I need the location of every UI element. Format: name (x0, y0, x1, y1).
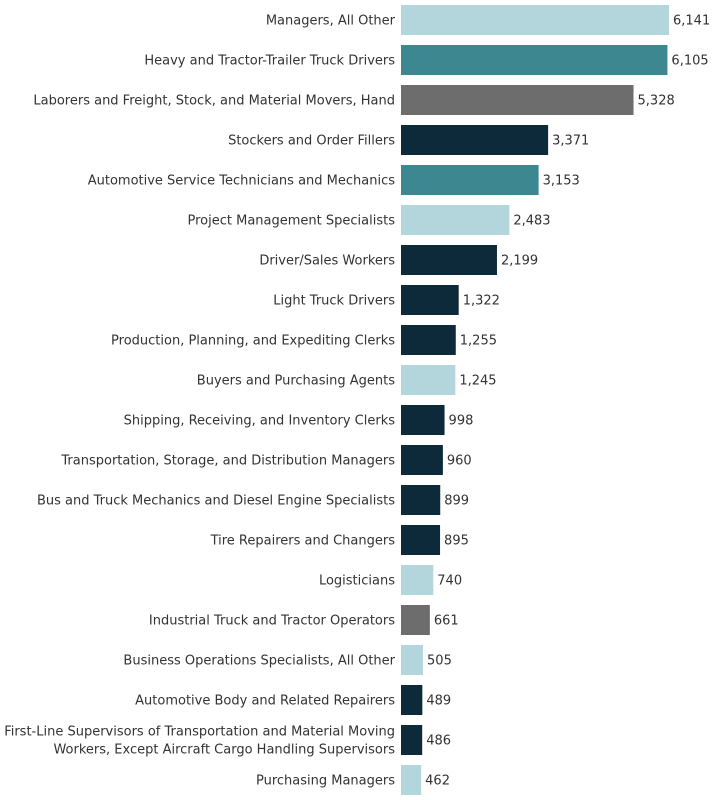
bar (401, 445, 443, 475)
value-label: 1,245 (459, 374, 496, 389)
value-label: 1,322 (463, 294, 500, 309)
value-label: 3,153 (543, 174, 580, 189)
bar-row: Purchasing Managers 462 (256, 765, 450, 795)
value-label: 998 (449, 414, 474, 429)
bar (401, 85, 634, 115)
bar-row: Logisticians 740 (319, 565, 462, 595)
category-label: Transportation, Storage, and Distributio… (60, 454, 395, 469)
category-label: Shipping, Receiving, and Inventory Clerk… (124, 414, 396, 429)
bar-row: Shipping, Receiving, and Inventory Clerk… (124, 405, 474, 435)
value-label: 6,141 (673, 14, 710, 29)
bar (401, 765, 422, 795)
bar (401, 565, 434, 595)
category-label: Automotive Service Technicians and Mecha… (88, 174, 396, 189)
value-label: 661 (434, 614, 459, 629)
category-label: Buyers and Purchasing Agents (197, 374, 395, 389)
bar (401, 685, 423, 715)
bar-row: Heavy and Tractor-Trailer Truck Drivers 6… (144, 45, 709, 75)
category-label: Heavy and Tractor-Trailer Truck Drivers (144, 54, 395, 69)
bar (401, 5, 669, 35)
bar-row: Tire Repairers and Changers 895 (210, 525, 469, 555)
bar (401, 165, 539, 195)
value-label: 5,328 (638, 94, 675, 109)
bar-row: Light Truck Drivers 1,322 (273, 285, 500, 315)
bar (401, 245, 497, 275)
bar (401, 645, 424, 675)
value-label: 1,255 (460, 334, 497, 349)
value-label: 740 (437, 574, 462, 589)
value-label: 6,105 (671, 54, 708, 69)
bar-row: Project Management Specialists 2,483 (188, 205, 551, 235)
category-label: Driver/Sales Workers (259, 254, 395, 269)
category-label: Laborers and Freight, Stock, and Materia… (33, 94, 395, 109)
bar (401, 285, 459, 315)
value-label: 895 (444, 534, 469, 549)
bar (401, 525, 441, 555)
value-label: 505 (427, 654, 452, 669)
bar (401, 605, 430, 635)
category-label: Industrial Truck and Tractor Operators (149, 614, 395, 629)
bar-row: Bus and Truck Mechanics and Diesel Engin… (37, 485, 469, 515)
bar-row: Driver/Sales Workers 2,199 (259, 245, 538, 275)
bar-row: Automotive Service Technicians and Mecha… (88, 165, 580, 195)
category-label: Project Management Specialists (188, 214, 396, 229)
category-label: Tire Repairers and Changers (210, 534, 396, 549)
bar (401, 125, 549, 155)
bar-row: Laborers and Freight, Stock, and Materia… (33, 85, 675, 115)
category-label: Business Operations Specialists, All Oth… (123, 654, 395, 669)
value-label: 489 (426, 694, 451, 709)
value-label: 486 (426, 734, 451, 749)
category-label: Managers, All Other (266, 14, 396, 29)
category-label: Logisticians (319, 574, 395, 589)
bar (401, 725, 423, 755)
bar-row: Stockers and Order Fillers 3,371 (228, 125, 589, 155)
value-label: 3,371 (552, 134, 589, 149)
bar (401, 405, 445, 435)
bar-row: Managers, All Other 6,141 (266, 5, 710, 35)
bar (401, 205, 510, 235)
bar-row: Buyers and Purchasing Agents 1,245 (197, 365, 497, 395)
category-label: Bus and Truck Mechanics and Diesel Engin… (37, 494, 395, 509)
bar-row: Production, Planning, and Expediting Cle… (111, 325, 497, 355)
category-label: Production, Planning, and Expediting Cle… (111, 334, 395, 349)
category-label: First-Line Supervisors of Transportation… (4, 725, 395, 758)
bar-row: Transportation, Storage, and Distributio… (60, 445, 472, 475)
value-label: 462 (425, 774, 450, 789)
bar (401, 325, 456, 355)
value-label: 2,199 (501, 254, 538, 269)
bar (401, 365, 456, 395)
category-label: Purchasing Managers (256, 774, 395, 789)
category-label: Automotive Body and Related Repairers (135, 694, 395, 709)
value-label: 2,483 (513, 214, 550, 229)
value-label: 960 (447, 454, 472, 469)
bar-row: Industrial Truck and Tractor Operators 66… (149, 605, 459, 635)
category-label-line: Workers, Except Aircraft Cargo Handling … (53, 743, 395, 758)
bar (401, 485, 441, 515)
category-label-line: First-Line Supervisors of Transportation… (4, 725, 395, 740)
category-label: Stockers and Order Fillers (228, 134, 395, 149)
bar (401, 45, 668, 75)
bar-row: Business Operations Specialists, All Oth… (123, 645, 452, 675)
bar-row: Automotive Body and Related Repairers 489 (135, 685, 451, 715)
category-label: Light Truck Drivers (273, 294, 395, 309)
value-label: 899 (444, 494, 469, 509)
bar-row: First-Line Supervisors of Transportation… (4, 725, 451, 758)
